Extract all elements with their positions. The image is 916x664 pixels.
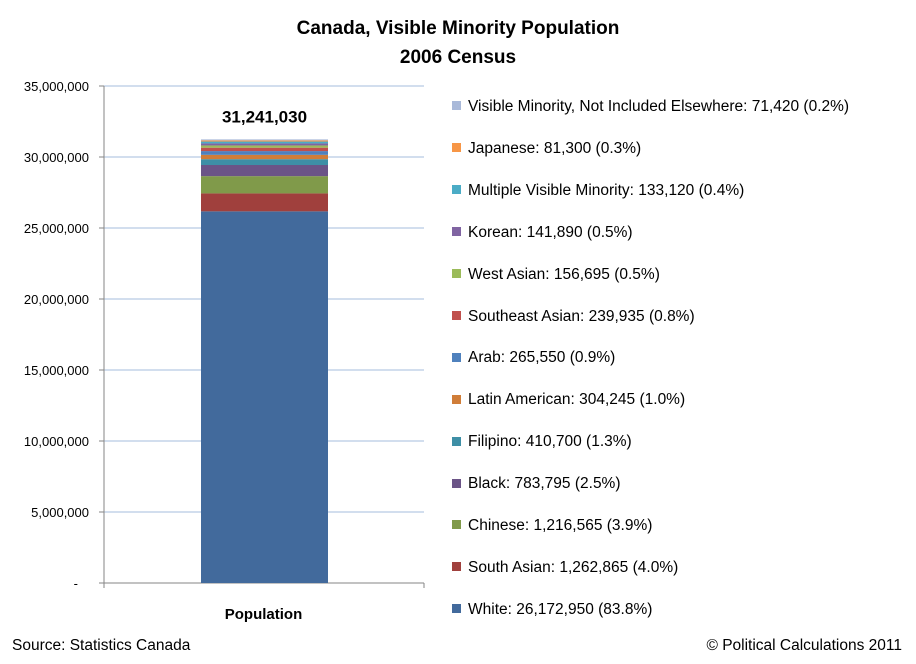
bar-segment bbox=[201, 147, 328, 152]
legend-item: Filipino: 410,700 (1.3%) bbox=[452, 432, 632, 452]
y-tick-label: 25,000,000 bbox=[24, 221, 89, 236]
legend-label: South Asian: 1,262,865 (4.0%) bbox=[468, 558, 679, 576]
bar-segment bbox=[201, 143, 328, 146]
legend-item: Visible Minority, Not Included Elsewhere… bbox=[452, 97, 849, 117]
chart-title-line: Canada, Visible Minority Population bbox=[296, 18, 620, 39]
y-tick-label: 20,000,000 bbox=[24, 292, 89, 307]
legend-label: White: 26,172,950 (83.8%) bbox=[468, 600, 653, 618]
total-data-label: 31,241,030 bbox=[222, 107, 307, 126]
credit-note: © Political Calculations 2011 bbox=[706, 637, 902, 654]
legend-label: Black: 783,795 (2.5%) bbox=[468, 475, 621, 493]
legend-swatch bbox=[452, 394, 461, 404]
legend-swatch bbox=[452, 185, 461, 195]
legend-swatch bbox=[452, 436, 461, 446]
legend-item: White: 26,172,950 (83.8%) bbox=[452, 600, 652, 620]
y-tick-label: 35,000,000 bbox=[24, 79, 89, 94]
bar-segment bbox=[201, 211, 328, 583]
legend-label: Chinese: 1,216,565 (3.9%) bbox=[468, 517, 653, 534]
legend-label: West Asian: 156,695 (0.5%) bbox=[468, 265, 660, 283]
legend-item: Black: 783,795 (2.5%) bbox=[452, 474, 621, 494]
legend-item: Japanese: 81,300 (0.3%) bbox=[452, 139, 641, 159]
legend-item: Korean: 141,890 (0.5%) bbox=[452, 223, 633, 243]
bar-segment bbox=[201, 151, 328, 155]
legend-item: West Asian: 156,695 (0.5%) bbox=[452, 265, 660, 285]
legend-swatch bbox=[452, 604, 461, 614]
legend-label: Arab: 265,550 (0.9%) bbox=[468, 349, 616, 367]
y-tick-label: 10,000,000 bbox=[24, 434, 89, 449]
bar-segment bbox=[201, 176, 328, 194]
legend-item: Southeast Asian: 239,935 (0.8%) bbox=[452, 307, 695, 327]
legend-item: Latin American: 304,245 (1.0%) bbox=[452, 390, 685, 410]
legend-swatch bbox=[452, 227, 461, 237]
bar-segment bbox=[201, 154, 328, 160]
chart-title: Canada, Visible Minority Population 2006… bbox=[0, 14, 916, 72]
legend-label: Filipino: 410,700 (1.3%) bbox=[468, 433, 632, 451]
chart-subtitle: 2006 Census bbox=[399, 47, 517, 68]
bar-segment bbox=[201, 159, 328, 166]
bar-segment bbox=[201, 140, 328, 142]
legend-item: Chinese: 1,216,565 (3.9%) bbox=[452, 516, 652, 536]
y-tick-label: 30,000,000 bbox=[24, 150, 89, 165]
legend-swatch bbox=[452, 352, 461, 362]
y-tick-label: - bbox=[74, 576, 78, 591]
bar-segment bbox=[201, 139, 328, 141]
legend-item: South Asian: 1,262,865 (4.0%) bbox=[452, 558, 678, 578]
source-note: Source: Statistics Canada bbox=[12, 637, 191, 654]
legend-label: Southeast Asian: 239,935 (0.8%) bbox=[468, 307, 695, 325]
y-tick-label: 5,000,000 bbox=[31, 505, 89, 520]
legend-swatch bbox=[452, 562, 461, 572]
x-category-label: Population bbox=[225, 606, 303, 623]
legend-item: Arab: 265,550 (0.9%) bbox=[452, 348, 615, 368]
legend-swatch bbox=[452, 478, 461, 488]
legend-swatch bbox=[452, 143, 461, 153]
legend-swatch bbox=[452, 520, 461, 530]
bar-segment bbox=[201, 193, 328, 212]
legend-swatch bbox=[452, 310, 461, 320]
legend-label: Korean: 141,890 (0.5%) bbox=[468, 223, 633, 241]
legend-item: Multiple Visible Minority: 133,120 (0.4%… bbox=[452, 181, 744, 201]
legend-label: Visible Minority, Not Included Elsewhere… bbox=[468, 98, 850, 115]
bar-segment bbox=[201, 165, 328, 177]
legend-label: Multiple Visible Minority: 133,120 (0.4%… bbox=[468, 181, 745, 199]
legend-swatch bbox=[452, 101, 461, 111]
y-tick-label: 15,000,000 bbox=[24, 363, 89, 378]
bar-segment bbox=[201, 145, 328, 148]
legend-swatch bbox=[452, 269, 461, 278]
legend-label: Latin American: 304,245 (1.0%) bbox=[468, 391, 686, 409]
legend-label: Japanese: 81,300 (0.3%) bbox=[468, 139, 642, 157]
bar-segment bbox=[201, 141, 328, 144]
